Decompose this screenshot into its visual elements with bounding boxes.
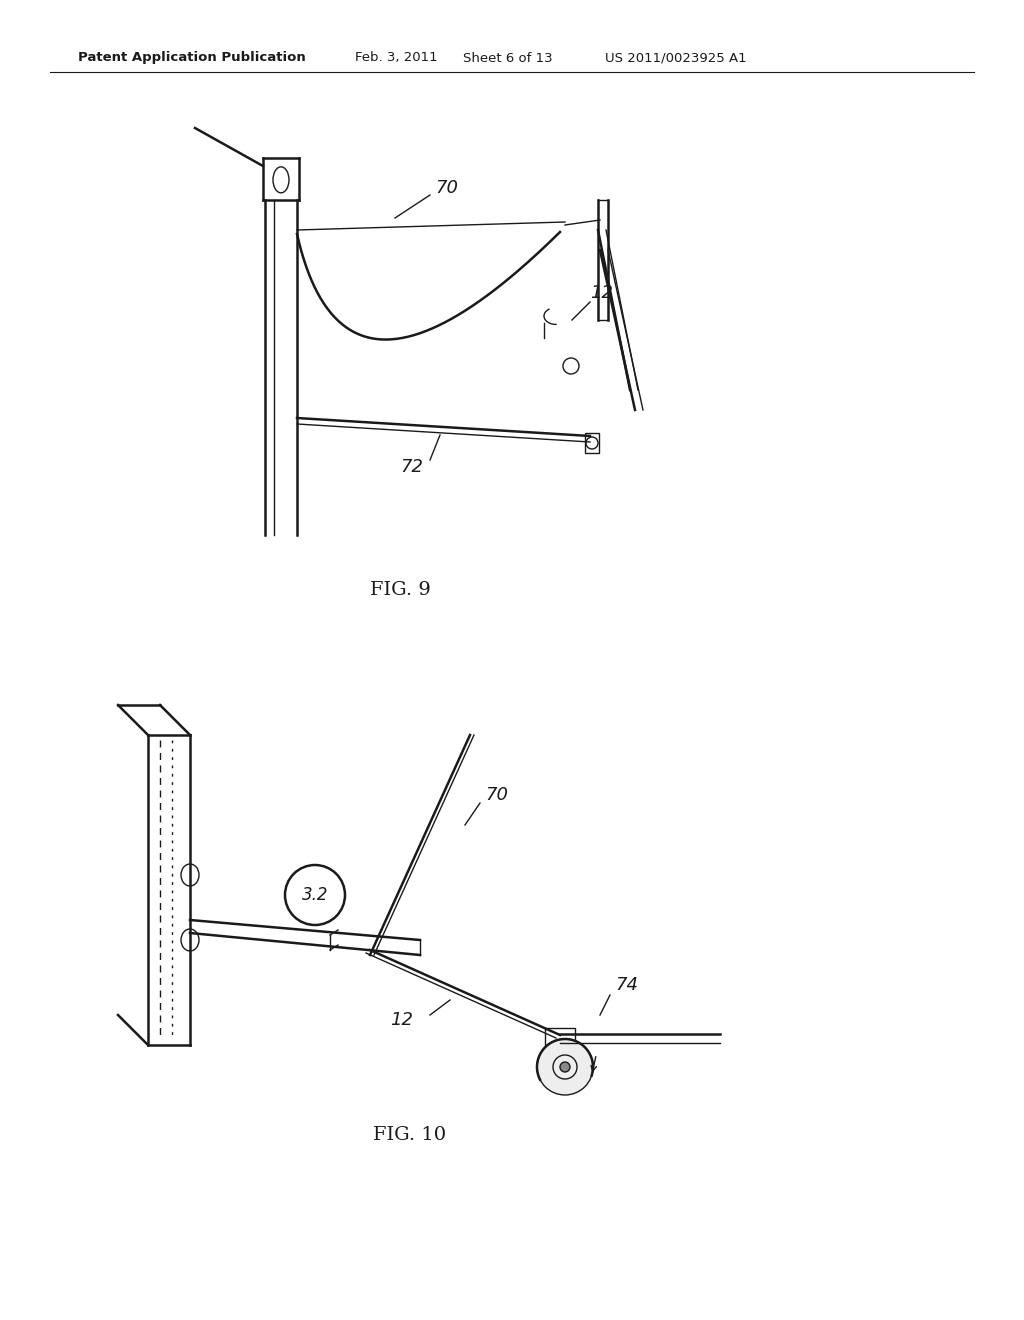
Circle shape: [537, 1039, 593, 1096]
Text: 70: 70: [435, 180, 458, 197]
Text: Patent Application Publication: Patent Application Publication: [78, 51, 306, 65]
Text: FIG. 9: FIG. 9: [370, 581, 430, 599]
Text: 12: 12: [390, 1011, 413, 1030]
Text: 3.2: 3.2: [302, 886, 329, 904]
Text: 70: 70: [485, 785, 508, 804]
Circle shape: [285, 865, 345, 925]
Text: 72: 72: [400, 458, 423, 477]
Text: 74: 74: [615, 975, 638, 994]
Text: 12: 12: [590, 284, 613, 302]
Text: US 2011/0023925 A1: US 2011/0023925 A1: [605, 51, 746, 65]
Text: Sheet 6 of 13: Sheet 6 of 13: [463, 51, 553, 65]
Text: Feb. 3, 2011: Feb. 3, 2011: [355, 51, 437, 65]
Text: FIG. 10: FIG. 10: [374, 1126, 446, 1144]
Bar: [545, 1028, 575, 1045]
Bar: [585, 433, 599, 453]
Circle shape: [560, 1063, 570, 1072]
